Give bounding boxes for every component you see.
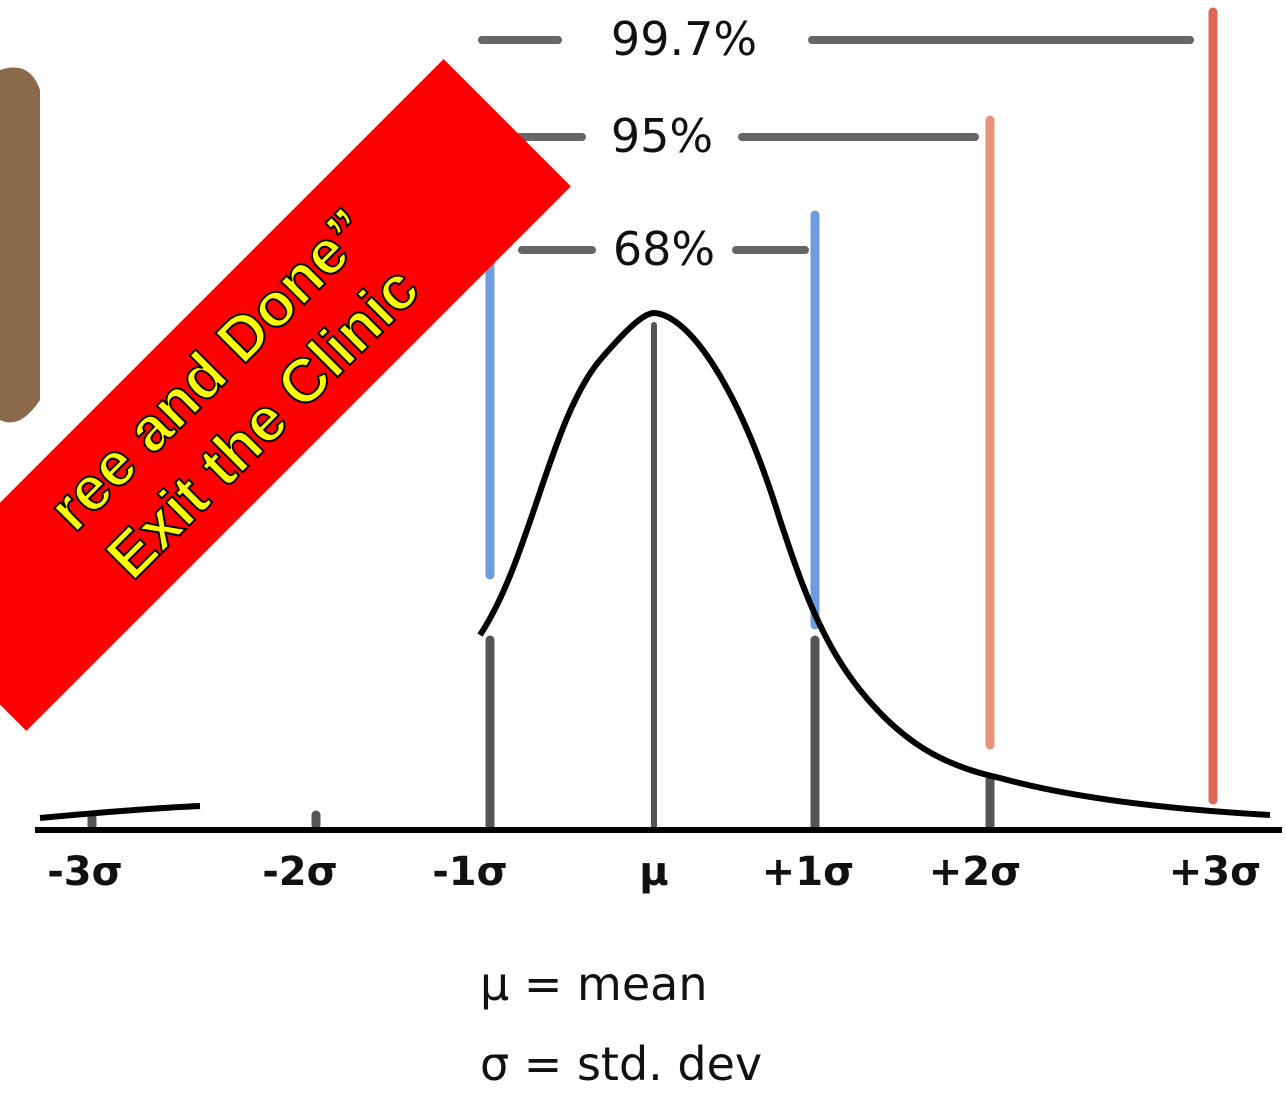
- axis-label: -1σ: [432, 849, 508, 895]
- axis-label: +2σ: [929, 849, 1022, 895]
- legend-entry: σ = std. dev: [480, 1037, 762, 1091]
- interval-label: 99.7%: [611, 12, 757, 66]
- axis-label: -3σ: [47, 849, 123, 895]
- axis-label: +1σ: [762, 849, 855, 895]
- axis-label: -2σ: [262, 849, 338, 895]
- distribution-curve: [39, 309, 1271, 821]
- axis-label: μ: [639, 849, 668, 895]
- brackets: [478, 36, 1194, 254]
- interval-lines: [87, 7, 1218, 833]
- photo-fragment: [0, 67, 40, 423]
- interval-label: 95%: [611, 109, 713, 163]
- axis-label: +3σ: [1169, 849, 1262, 895]
- legend-entry: μ = mean: [480, 957, 708, 1011]
- banner-bg: [0, 59, 571, 731]
- interval-label: 68%: [613, 222, 715, 276]
- axis-labels: -3σ -2σ -1σ μ +1σ +2σ +3σ: [47, 849, 1261, 895]
